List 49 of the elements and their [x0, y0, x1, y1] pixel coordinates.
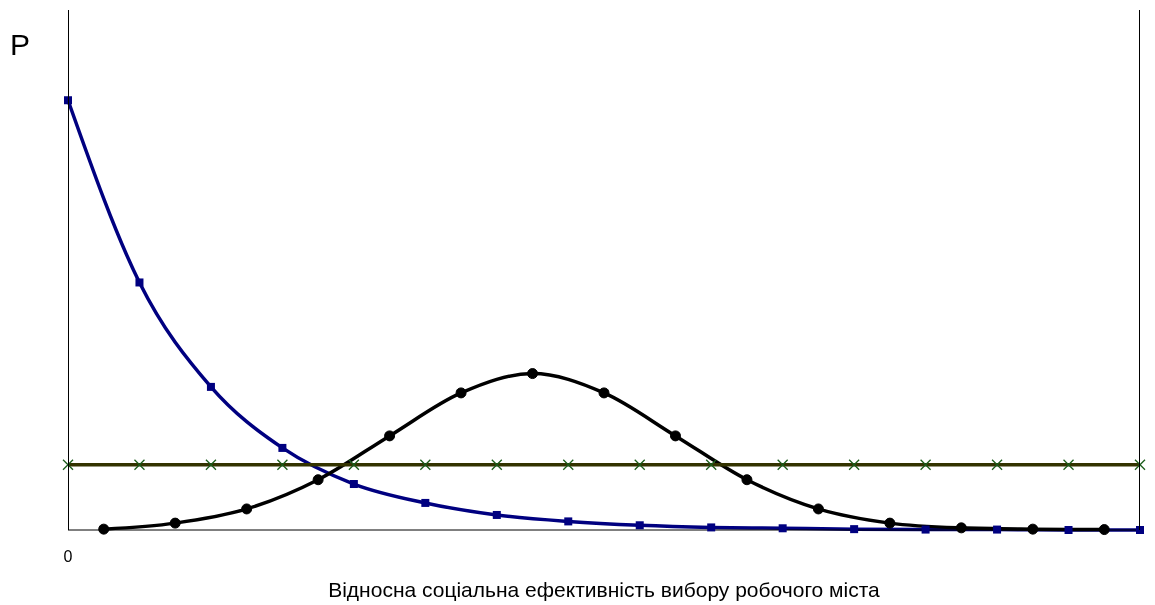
point: [848, 459, 860, 471]
point: [241, 503, 253, 515]
point: [349, 480, 358, 489]
point: [133, 459, 146, 471]
point: [384, 430, 396, 442]
point: [276, 459, 289, 471]
point: [1064, 526, 1073, 534]
y-axis-title: P: [10, 28, 31, 62]
point: [777, 459, 789, 471]
point: [991, 459, 1003, 471]
point: [169, 517, 181, 529]
point: [527, 368, 539, 380]
point: [206, 382, 215, 391]
point: [135, 278, 144, 287]
point: [278, 443, 287, 452]
point: [1136, 526, 1144, 534]
point: [419, 459, 431, 471]
point: [669, 430, 681, 442]
point: [634, 459, 646, 471]
point: [98, 523, 110, 535]
point: [993, 525, 1002, 534]
point: [635, 521, 644, 530]
point: [812, 503, 824, 515]
point: [205, 459, 217, 471]
point: [919, 459, 932, 471]
point: [1062, 459, 1075, 471]
point: [455, 387, 467, 399]
point: [778, 524, 787, 533]
point: [705, 459, 717, 471]
point: [421, 498, 430, 507]
point: [884, 517, 896, 529]
point: [955, 522, 967, 534]
point: [312, 474, 324, 486]
point: [741, 474, 753, 486]
point: [564, 517, 573, 526]
point: [707, 523, 716, 532]
point: [562, 459, 574, 471]
point: [62, 459, 74, 471]
x-axis-title: Відносна соціальна ефективність вибору робочого міста: [328, 578, 881, 601]
point: [492, 510, 501, 519]
point: [348, 459, 360, 471]
text: 0: [62, 548, 74, 566]
point: [921, 525, 930, 534]
point: [850, 525, 859, 534]
point: [1098, 524, 1110, 536]
point: [491, 459, 503, 471]
point: [598, 387, 610, 399]
point: [1027, 523, 1039, 535]
point: [1134, 459, 1146, 471]
